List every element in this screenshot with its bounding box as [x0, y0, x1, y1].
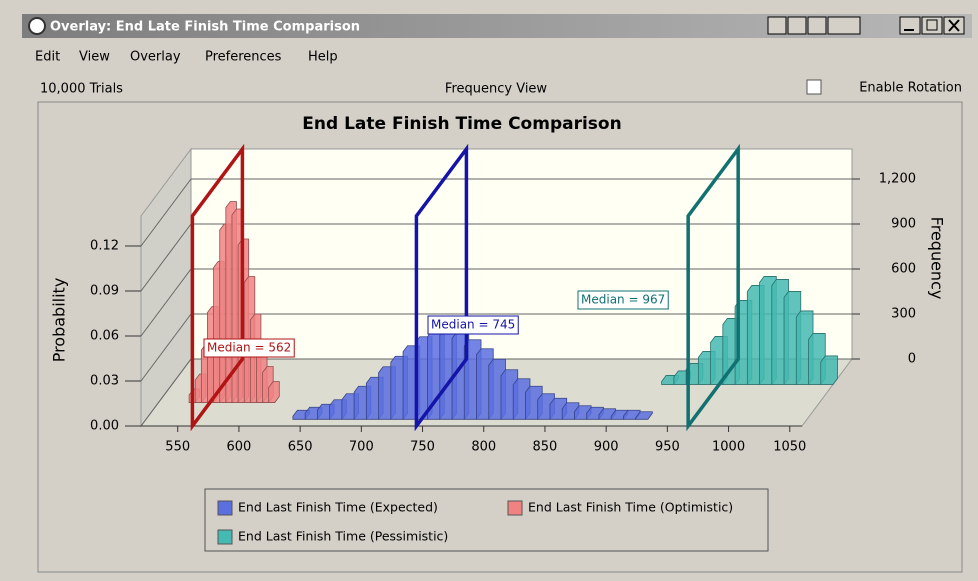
median-label: Median = 745 [431, 318, 515, 332]
grid-line [140, 178, 192, 247]
median-frame [686, 143, 740, 432]
y2-tick-label: 0 [908, 352, 916, 367]
y2-axis-label: Frequency [928, 217, 947, 300]
view-label: Frequency View [445, 82, 548, 97]
y-tick-label: 0.06 [90, 329, 119, 344]
y-tick-label: 0.12 [90, 239, 119, 254]
legend-swatch [507, 500, 523, 516]
tool-button[interactable] [787, 16, 807, 35]
median-label-box [577, 290, 669, 310]
app-icon [28, 17, 46, 35]
y2-tick-label: 900 [891, 217, 916, 232]
legend-swatch [217, 500, 233, 516]
y-axis-label: Probability [50, 278, 69, 363]
legend-label: End Last Finish Time (Optimistic) [528, 500, 733, 515]
y-tick-label: 0.03 [90, 374, 119, 389]
legend-label: End Last Finish Time (Expected) [238, 500, 438, 515]
x-tick-label: 800 [471, 440, 496, 455]
minimize-button[interactable] [899, 16, 921, 35]
x-tick-label: 600 [227, 440, 252, 455]
x-tick-label: 1000 [712, 440, 745, 455]
median-frame [414, 143, 469, 432]
grid-line [140, 358, 192, 427]
grid-line [140, 268, 192, 337]
x-tick-label: 650 [288, 440, 313, 455]
median-label-box [427, 315, 519, 335]
y-tick-label: 0.00 [90, 419, 119, 434]
legend [204, 488, 769, 552]
menu-item[interactable]: View [79, 50, 110, 65]
grid-line [140, 313, 192, 382]
legend-label: End Last Finish Time (Pessimistic) [238, 529, 448, 544]
median-label: Median = 562 [207, 341, 291, 355]
median-label-box [203, 338, 295, 358]
x-tick-label: 550 [165, 440, 190, 455]
menu-item[interactable]: Overlay [130, 50, 181, 65]
tool-button[interactable] [827, 16, 861, 35]
grid-line [140, 223, 192, 292]
y2-tick-label: 1,200 [879, 172, 916, 187]
menu-item[interactable]: Help [308, 50, 338, 65]
x-tick-label: 700 [349, 440, 374, 455]
y-tick-label: 0.09 [90, 284, 119, 299]
menu-item[interactable]: Edit [35, 50, 60, 65]
median-label: Median = 967 [581, 293, 665, 307]
chart-title: End Late Finish Time Comparison [302, 114, 621, 134]
y2-tick-label: 300 [891, 307, 916, 322]
x-tick-label: 950 [655, 440, 680, 455]
max-glyph [926, 19, 938, 31]
x-tick-label: 850 [533, 440, 558, 455]
rotation-label: Enable Rotation [859, 81, 962, 96]
median-frame [190, 143, 245, 432]
rotation-checkbox[interactable] [806, 79, 822, 95]
plot: 0.00 0.03 0.06 0.09 0.12 0 300 600 900 1,200 550 60… [90, 143, 916, 545]
close-glyph [948, 19, 960, 32]
menu-item[interactable]: Preferences [205, 50, 282, 65]
bar [820, 355, 838, 385]
bar [635, 411, 653, 420]
tool-button[interactable] [807, 16, 827, 35]
window-title: Overlay: End Late Finish Time Comparison [50, 20, 360, 35]
menu-bar: Edit View Overlay Preferences Help [35, 50, 338, 65]
trials-label: 10,000 Trials [40, 82, 123, 97]
x-tick-label: 750 [410, 440, 435, 455]
legend-swatch [217, 529, 233, 545]
y2-tick-label: 600 [891, 262, 916, 277]
tool-button[interactable] [767, 16, 787, 35]
x-tick-label: 1050 [773, 440, 806, 455]
title-buttons [767, 16, 965, 35]
x-tick-label: 900 [594, 440, 619, 455]
bar [268, 381, 280, 403]
